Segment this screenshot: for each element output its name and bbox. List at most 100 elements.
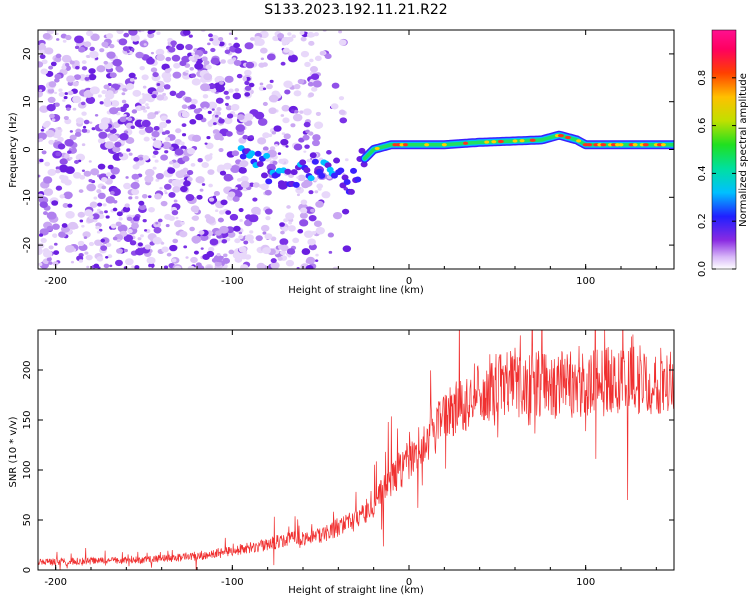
spectrogram-noise-blob [315, 253, 319, 257]
spectrogram-noise-blob [244, 113, 254, 121]
spectrogram-noise-blob [195, 113, 204, 121]
spectrogram-noise-blob [64, 92, 69, 96]
spectrogram-noise-blob [155, 48, 165, 56]
spectrogram-noise-blob [63, 191, 73, 199]
spectrogram-noise-blob [57, 143, 66, 150]
spectrogram-noise-blob [130, 34, 140, 42]
spectrogram-noise-blob [258, 62, 265, 68]
spectrogram-noise-blob [131, 265, 135, 269]
spectrogram-noise-blob [225, 210, 232, 215]
spectrogram-noise-blob [96, 208, 101, 212]
spectrogram-noise-blob [58, 231, 67, 238]
spectrogram-noise-blob [48, 245, 54, 250]
spectrogram-noise-blob [68, 156, 73, 160]
spectrogram-noise-blob [171, 179, 182, 188]
spectrogram-noise-blob [163, 84, 171, 90]
spectrogram-noise-blob [124, 203, 130, 208]
spectrogram-noise-blob [132, 89, 142, 97]
spectrogram-noise-blob [185, 193, 195, 201]
spectrogram-noise-blob [280, 61, 286, 66]
spectrogram-noise-blob [181, 133, 187, 137]
spectrogram-noise-blob [171, 210, 179, 216]
spectrogram-noise-blob [54, 139, 58, 143]
spectrogram-noise-blob [304, 61, 311, 67]
spectrogram-noise-blob [211, 108, 215, 111]
spectrogram-noise-blob [139, 65, 145, 71]
spectrogram-noise-blob [306, 31, 315, 38]
spectrogram-noise-blob [161, 131, 167, 136]
spectrogram-noise-blob [293, 90, 302, 97]
spectrogram-noise-blob [255, 235, 263, 242]
spectrogram-noise-blob [304, 144, 310, 149]
spectrogram-noise-blob [94, 113, 99, 117]
spectrogram-noise-blob [164, 136, 171, 142]
spectrogram-noise-blob [105, 172, 112, 177]
spectrogram-noise-blob [78, 189, 84, 193]
spectrogram-noise-blob [123, 32, 130, 38]
spectrogram-noise-blob [254, 41, 260, 46]
spectrogram-noise-blob [78, 259, 84, 263]
spectrogram-noise-blob [332, 266, 339, 269]
spectrogram-noise-blob [107, 83, 112, 87]
spectrogram-noise-blob [121, 99, 127, 104]
spectrogram-noise-blob [200, 247, 204, 250]
spectrogram-noise-blob [190, 73, 197, 78]
spectrogram-noise-blob [38, 247, 43, 256]
spectrogram-noise-blob [233, 114, 238, 118]
spectrogram-trace-hot [600, 143, 607, 147]
spectrogram-noise-blob [332, 211, 343, 220]
spectrogram-noise-blob [164, 68, 171, 74]
spectrogram-trace-hot [642, 143, 649, 147]
spectrogram-noise-blob [151, 130, 160, 138]
spectrogram-noise-blob [173, 62, 181, 69]
spectrogram-noise-blob [200, 83, 211, 92]
spectrogram-noise-blob [185, 256, 189, 259]
spectrogram-noise-blob [81, 143, 86, 147]
spectrogram-noise-blob [84, 251, 89, 255]
spectrogram-noise-blob [103, 263, 110, 269]
spectrogram-noise-blob [155, 222, 159, 225]
spectrogram-noise-blob [299, 207, 308, 214]
spectrogram-trace-hot [632, 143, 638, 147]
spectrogram-noise-blob [126, 216, 133, 222]
spectrogram-trace-blob [299, 159, 307, 166]
spectrogram-noise-blob [72, 107, 77, 111]
spectrogram-noise-blob [277, 256, 283, 261]
spectrogram-noise-blob [238, 167, 247, 174]
spectrogram-noise-blob [97, 213, 105, 219]
spectrogram-noise-blob [249, 230, 254, 234]
spectrogram-noise-blob [130, 181, 140, 190]
spectrogram-noise-blob [156, 31, 161, 35]
spectrogram-noise-blob [150, 51, 154, 55]
spectrogram-trace-hot [395, 143, 401, 147]
spectrogram-noise-blob [48, 261, 53, 265]
spectrogram-noise-blob [118, 217, 123, 221]
spectrogram-noise-blob [216, 106, 222, 112]
spectrogram-noise-blob [135, 51, 144, 59]
spectrogram-noise-blob [237, 114, 245, 121]
spectrogram-noise-blob [215, 84, 225, 93]
spectrogram-noise-blob [44, 47, 54, 55]
spectrogram-noise-blob [61, 54, 72, 63]
spectrogram-noise-blob [156, 94, 165, 101]
spectrogram-noise-blob [69, 60, 75, 65]
spectrogram-noise-blob [156, 83, 161, 86]
spectrogram-noise-blob [186, 170, 194, 176]
spectrogram-noise-blob [338, 39, 347, 46]
spectrogram-noise-blob [293, 83, 301, 90]
spectrogram-noise-blob [131, 252, 136, 255]
spectrogram-noise-blob [175, 128, 182, 134]
spectrogram-noise-blob [121, 85, 126, 89]
spectrogram-noise-blob [64, 245, 75, 253]
spectrogram-noise-blob [109, 191, 115, 195]
spectrogram-noise-blob [61, 223, 68, 228]
spectrogram-noise-blob [88, 178, 93, 183]
spectrogram-noise-blob [134, 196, 139, 200]
spectrogram-noise-blob [240, 264, 249, 269]
spectrogram-noise-blob [51, 118, 56, 122]
spectrogram-noise-blob [195, 176, 205, 184]
spectrogram-noise-blob [288, 221, 293, 225]
spectrogram-noise-blob [285, 259, 295, 267]
spectrogram-noise-blob [125, 84, 133, 91]
spectrogram-noise-blob [55, 32, 59, 36]
